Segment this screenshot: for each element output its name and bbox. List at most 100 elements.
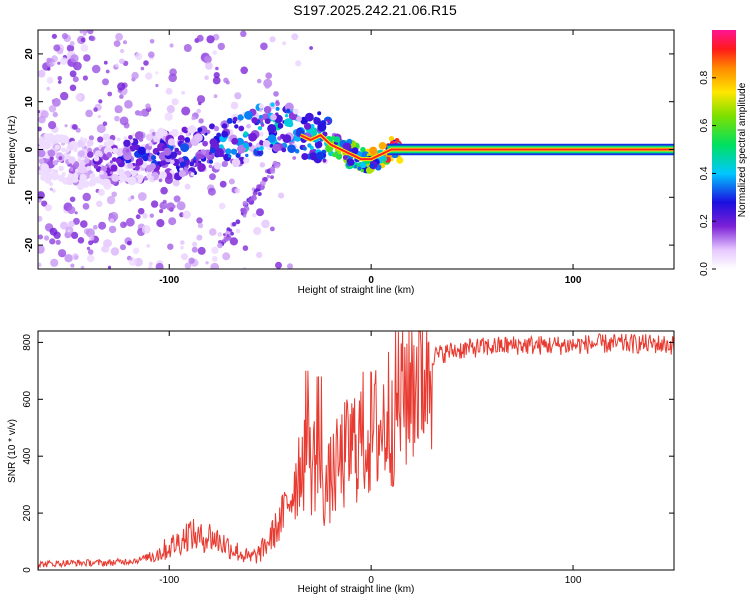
noise-blob <box>72 217 80 225</box>
noise-blob <box>82 192 91 202</box>
noise-blob <box>114 105 123 114</box>
ridge-blob <box>89 180 95 186</box>
noise-blob <box>253 226 262 236</box>
ridge-blob <box>67 173 73 179</box>
snr-x-axis-label: Height of straight line (km) <box>298 584 415 595</box>
noise-blob <box>103 60 108 65</box>
noise-blob <box>167 243 174 250</box>
noise-blob <box>217 42 225 51</box>
snr-frame <box>37 330 675 571</box>
noise-blob <box>64 124 68 128</box>
ridge-blob <box>38 158 45 165</box>
noise-blob <box>282 41 286 46</box>
ridge-blob <box>39 142 47 150</box>
ridge-blob <box>287 144 296 153</box>
ridge-blob <box>342 155 348 160</box>
ridge-blob <box>305 112 314 122</box>
noise-blob <box>120 244 126 251</box>
noise-blob <box>146 244 151 248</box>
ridge-blob <box>142 155 149 162</box>
ridge-blob <box>103 178 111 187</box>
ridge-blob <box>79 173 87 182</box>
noise-blob <box>141 225 151 234</box>
noise-blob <box>86 246 91 251</box>
noise-blob <box>160 186 168 195</box>
ridge-blob <box>231 158 241 167</box>
ridge-blob <box>111 173 120 182</box>
noise-blob <box>137 110 144 117</box>
noise-blob <box>102 121 108 126</box>
noise-blob <box>87 254 95 263</box>
ridge-blob <box>270 113 277 121</box>
streak-blob <box>235 219 241 225</box>
noise-blob <box>287 263 293 269</box>
noise-blob <box>274 101 280 107</box>
noise-blob <box>181 106 191 116</box>
x-tick-label: 0 <box>368 575 374 586</box>
ridge-blob <box>110 164 118 172</box>
streak-blob <box>263 177 268 182</box>
ridge-blob <box>89 173 96 180</box>
snr-plot <box>38 331 674 570</box>
noise-blob <box>46 57 52 63</box>
ridge-blob <box>357 166 362 171</box>
colorbar-tick-label: 0.6 <box>699 118 710 132</box>
ridge-blob <box>238 125 245 132</box>
streak-blob <box>217 242 223 249</box>
noise-blob <box>115 63 119 68</box>
ridge-blob <box>62 178 68 184</box>
noise-blob <box>148 261 153 266</box>
ridge-blob <box>277 122 284 129</box>
noise-blob <box>155 83 159 88</box>
ridge-blob <box>342 142 352 152</box>
ridge-blob <box>110 171 114 175</box>
streak-blob <box>270 175 274 180</box>
noise-blob <box>196 217 203 224</box>
noise-blob <box>91 64 101 74</box>
snr-y-axis-label: SNR (10 * v/v) <box>7 419 18 483</box>
noise-blob <box>140 66 145 71</box>
streak-blob <box>266 174 271 179</box>
noise-blob <box>291 33 299 41</box>
noise-blob <box>228 178 235 185</box>
noise-blob <box>309 46 313 50</box>
noise-blob <box>125 217 135 227</box>
noise-blob <box>49 238 56 245</box>
noise-blob <box>129 257 133 261</box>
colorbar-tick-label: 0.0 <box>699 262 710 276</box>
ridge-blob <box>322 158 327 163</box>
noise-blob <box>120 221 127 229</box>
x-tick-label: -100 <box>159 275 179 286</box>
noise-blob <box>180 240 185 245</box>
ridge-blob <box>77 158 82 163</box>
noise-blob <box>61 33 68 40</box>
noise-blob <box>79 30 84 34</box>
ridge-blob <box>314 116 318 120</box>
streak-blob <box>256 184 261 189</box>
noise-blob <box>50 258 59 267</box>
noise-blob <box>38 245 45 254</box>
ridge-blob <box>396 156 404 164</box>
noise-blob <box>207 187 216 196</box>
noise-blob <box>155 71 159 75</box>
ridge-blob <box>171 151 178 158</box>
ridge-blob <box>214 148 224 157</box>
ridge-blob <box>194 133 203 143</box>
noise-blob <box>88 240 94 246</box>
ridge-blob <box>87 151 94 158</box>
noise-blob <box>196 108 201 114</box>
spectrogram-plot <box>38 30 674 269</box>
ridge-blob <box>54 144 60 150</box>
ridge-blob <box>127 162 134 169</box>
noise-blob <box>218 202 226 210</box>
y-tick-label: 600 <box>22 391 33 408</box>
ridge-blob <box>123 139 131 147</box>
ridge-blob <box>84 158 90 164</box>
noise-blob <box>74 211 78 215</box>
noise-blob <box>47 67 51 71</box>
colorbar-ticks: 0.0 0.2 0.4 0.6 0.8 <box>699 70 716 276</box>
ridge-blob <box>378 142 387 150</box>
ridge-blob <box>180 143 190 153</box>
noise-blob <box>196 34 204 42</box>
noise-blob <box>38 198 42 203</box>
